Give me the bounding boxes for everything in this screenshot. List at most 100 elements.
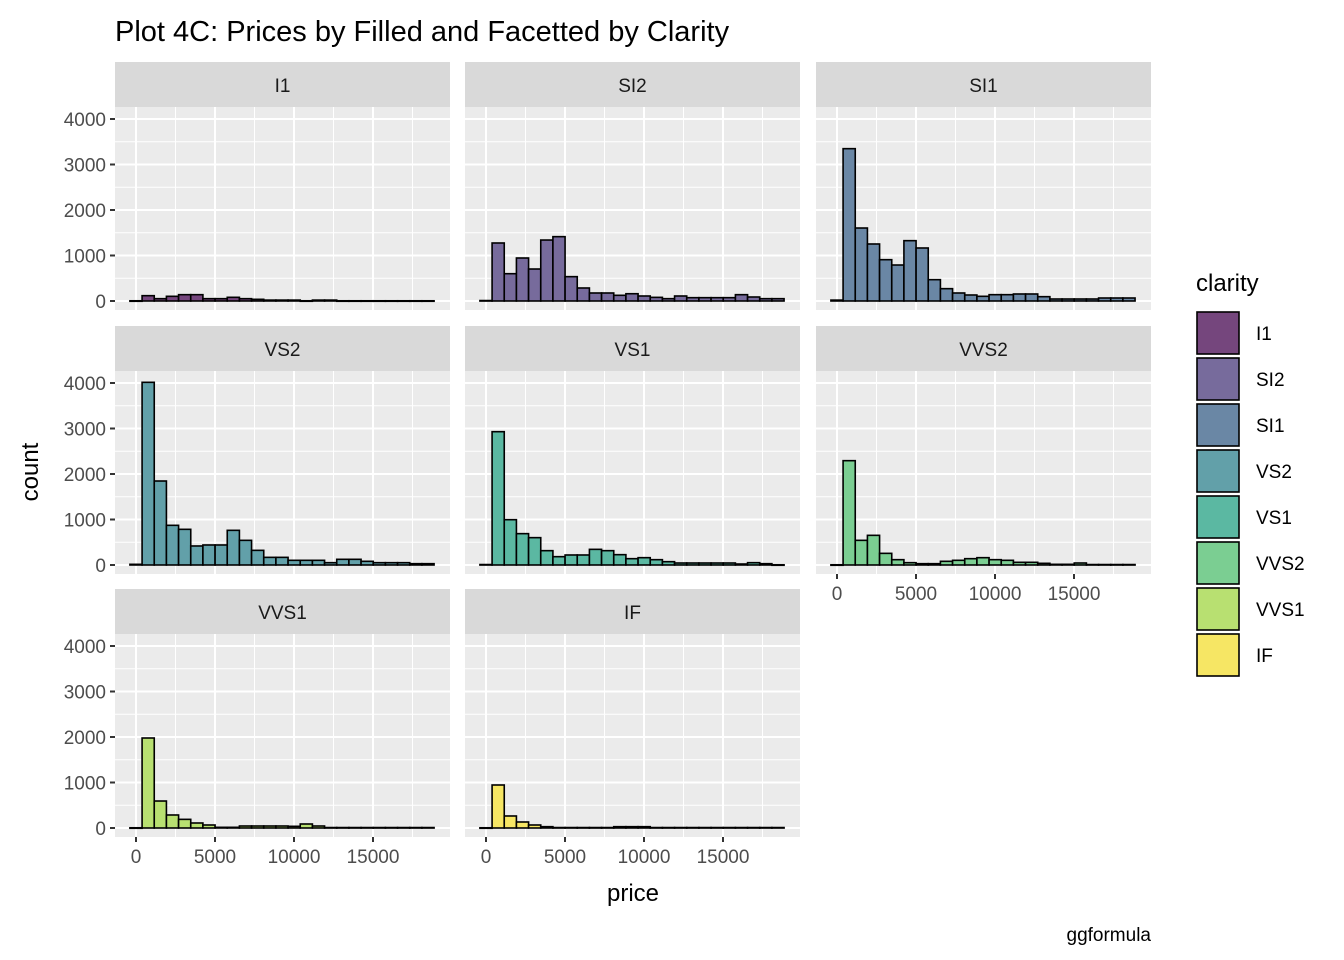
- x-tick-label: 0: [832, 584, 843, 605]
- facet-strip: [115, 62, 450, 107]
- histogram-bar: [262, 556, 277, 566]
- histogram-bar: [396, 299, 411, 303]
- histogram-bar: [141, 381, 156, 566]
- histogram-bar: [527, 268, 542, 302]
- histogram-bar: [1122, 297, 1136, 302]
- histogram-bar: [275, 825, 289, 829]
- y-tick-label: 2000: [64, 201, 106, 222]
- histogram-bar: [710, 296, 725, 302]
- histogram-bar: [649, 296, 664, 302]
- histogram-bar: [238, 825, 253, 829]
- histogram-bar: [250, 298, 265, 302]
- histogram-bar: [637, 295, 652, 302]
- histogram-bar: [588, 548, 603, 566]
- histogram-bar: [275, 556, 289, 566]
- histogram-bar: [710, 562, 725, 566]
- histogram-bar: [830, 299, 844, 302]
- panel-background: [115, 634, 450, 837]
- histogram-bar: [372, 561, 387, 566]
- histogram-bar: [612, 553, 627, 566]
- facet-panel-i1: I1 0 1000 2000 3000 4000: [64, 62, 450, 313]
- histogram-bar: [262, 825, 277, 829]
- histogram-bar: [746, 826, 761, 829]
- histogram-bar: [421, 562, 435, 566]
- facet-strip: [816, 62, 1151, 107]
- histogram-bar: [165, 295, 180, 302]
- facet-strip-label: VVS1: [258, 603, 307, 624]
- histogram-bar: [287, 559, 302, 566]
- histogram-bar: [1036, 562, 1051, 566]
- histogram-bar: [421, 299, 435, 303]
- legend-label: I1: [1256, 324, 1272, 345]
- histogram-bar: [988, 293, 1003, 302]
- histogram-bar: [287, 825, 302, 829]
- histogram-bar: [1024, 561, 1039, 566]
- histogram-bar: [612, 294, 627, 302]
- histogram-bar: [396, 826, 411, 829]
- histogram-bar: [479, 826, 493, 830]
- histogram-bar: [360, 826, 375, 829]
- histogram-bar: [384, 561, 399, 566]
- histogram-bar: [1012, 293, 1027, 302]
- x-tick-label: 5000: [895, 584, 937, 605]
- facet-strip: [465, 589, 800, 634]
- panel-background: [115, 107, 450, 310]
- histogram-bar: [1109, 297, 1124, 302]
- histogram-bar: [323, 561, 338, 566]
- y-tick-label: 2000: [64, 465, 106, 486]
- histogram-bar: [1109, 563, 1124, 566]
- legend-label: IF: [1256, 646, 1273, 667]
- histogram-bar: [491, 430, 506, 566]
- facet-strip-label: I1: [275, 76, 291, 97]
- histogram-bar: [527, 536, 542, 566]
- histogram-bar: [625, 825, 639, 829]
- facet-strip: [115, 326, 450, 371]
- facet-strip: [816, 326, 1151, 371]
- histogram-bar: [600, 826, 615, 829]
- histogram-bar: [625, 557, 639, 566]
- histogram-bar: [903, 561, 917, 566]
- histogram-bar: [939, 287, 954, 302]
- legend-label: SI2: [1256, 370, 1285, 391]
- histogram-bar: [275, 299, 289, 302]
- histogram-bar: [1073, 298, 1088, 302]
- histogram-bar: [600, 549, 615, 566]
- histogram-bar: [722, 562, 737, 566]
- histogram-bar: [758, 562, 773, 566]
- histogram-bar: [335, 299, 350, 303]
- histogram-bar: [842, 147, 857, 302]
- histogram-bar: [673, 562, 688, 566]
- y-tick-label: 0: [95, 556, 106, 577]
- histogram-bar: [661, 560, 676, 566]
- histogram-bar: [854, 227, 869, 302]
- histogram-bar: [408, 299, 423, 303]
- legend-item-i1: I1: [1196, 311, 1272, 355]
- legend-key: [1196, 311, 1240, 355]
- legend-item-vs2: VS2: [1196, 449, 1292, 493]
- x-tick-label: 15000: [697, 847, 750, 868]
- histogram-bar: [165, 814, 180, 829]
- histogram-bar: [153, 480, 168, 566]
- histogram-bar: [189, 293, 204, 302]
- histogram-bar: [854, 539, 869, 566]
- histogram-bar: [323, 826, 338, 829]
- histogram-bar: [830, 563, 844, 567]
- histogram-bar: [335, 826, 350, 829]
- x-tick-label: 15000: [1048, 584, 1101, 605]
- histogram-bar: [734, 826, 749, 829]
- histogram-bar: [564, 826, 579, 829]
- histogram-bar: [685, 296, 700, 302]
- histogram-bar: [539, 239, 554, 302]
- histogram-bar: [177, 528, 192, 566]
- histogram-bar: [421, 826, 435, 829]
- histogram-bar: [878, 258, 893, 302]
- histogram-bar: [746, 561, 761, 566]
- histogram-bar: [165, 524, 180, 566]
- panel-background: [465, 634, 800, 837]
- histogram-bar: [1097, 563, 1112, 566]
- histogram-bar: [153, 297, 168, 302]
- y-tick-label: 1000: [64, 511, 106, 532]
- histogram-bar: [1061, 298, 1076, 302]
- histogram-bar: [360, 560, 375, 566]
- histogram-bar: [262, 299, 277, 302]
